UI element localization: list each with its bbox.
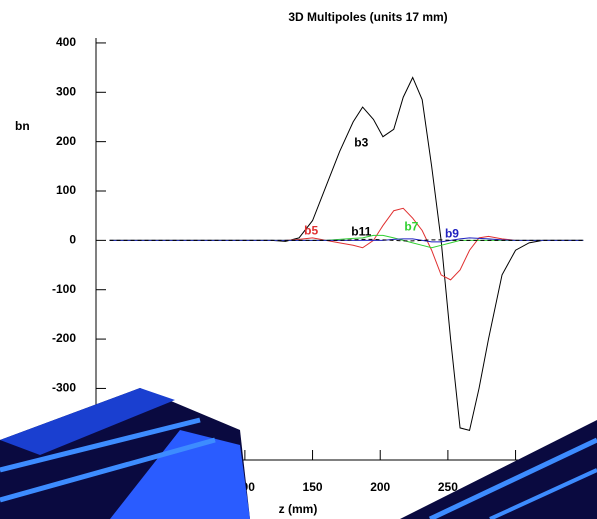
annotation: b7	[404, 220, 418, 234]
y-tick-label: 300	[56, 84, 76, 98]
cylinder-stripe	[428, 437, 597, 519]
series-line	[109, 238, 584, 242]
y-tick-label: 100	[56, 183, 76, 197]
annotation: b5	[304, 224, 318, 238]
series-line	[109, 207, 584, 281]
y-axis-label: bn	[15, 119, 30, 133]
cylinder-images	[0, 388, 597, 519]
x-tick-label: 150	[303, 480, 323, 494]
cylinder-stripe	[489, 468, 597, 519]
cylinder-left-rim	[0, 388, 175, 455]
series-line	[109, 234, 584, 249]
y-tick-label: 200	[56, 134, 76, 148]
series-line	[109, 76, 584, 432]
x-axis-label: z (mm)	[279, 502, 318, 516]
y-tick-label: -100	[52, 282, 76, 296]
y-tick-label: -200	[52, 331, 76, 345]
plot: -400-300-200-100010020030040005010015020…	[52, 35, 594, 494]
cylinder-stripe	[0, 437, 216, 503]
x-tick-label: 250	[438, 480, 458, 494]
cylinder-right	[400, 420, 597, 519]
annotation: b11	[351, 225, 371, 239]
annotation: b9	[445, 227, 459, 241]
x-tick-label: 200	[370, 480, 390, 494]
cylinder-left-face	[110, 430, 250, 519]
annotation: b3	[354, 135, 368, 149]
cylinder-stripe	[0, 417, 201, 473]
y-tick-label: 0	[69, 233, 76, 247]
chart-title: 3D Multipoles (units 17 mm)	[288, 10, 447, 24]
y-tick-label: 400	[56, 35, 76, 49]
y-tick-label: -300	[52, 381, 76, 395]
